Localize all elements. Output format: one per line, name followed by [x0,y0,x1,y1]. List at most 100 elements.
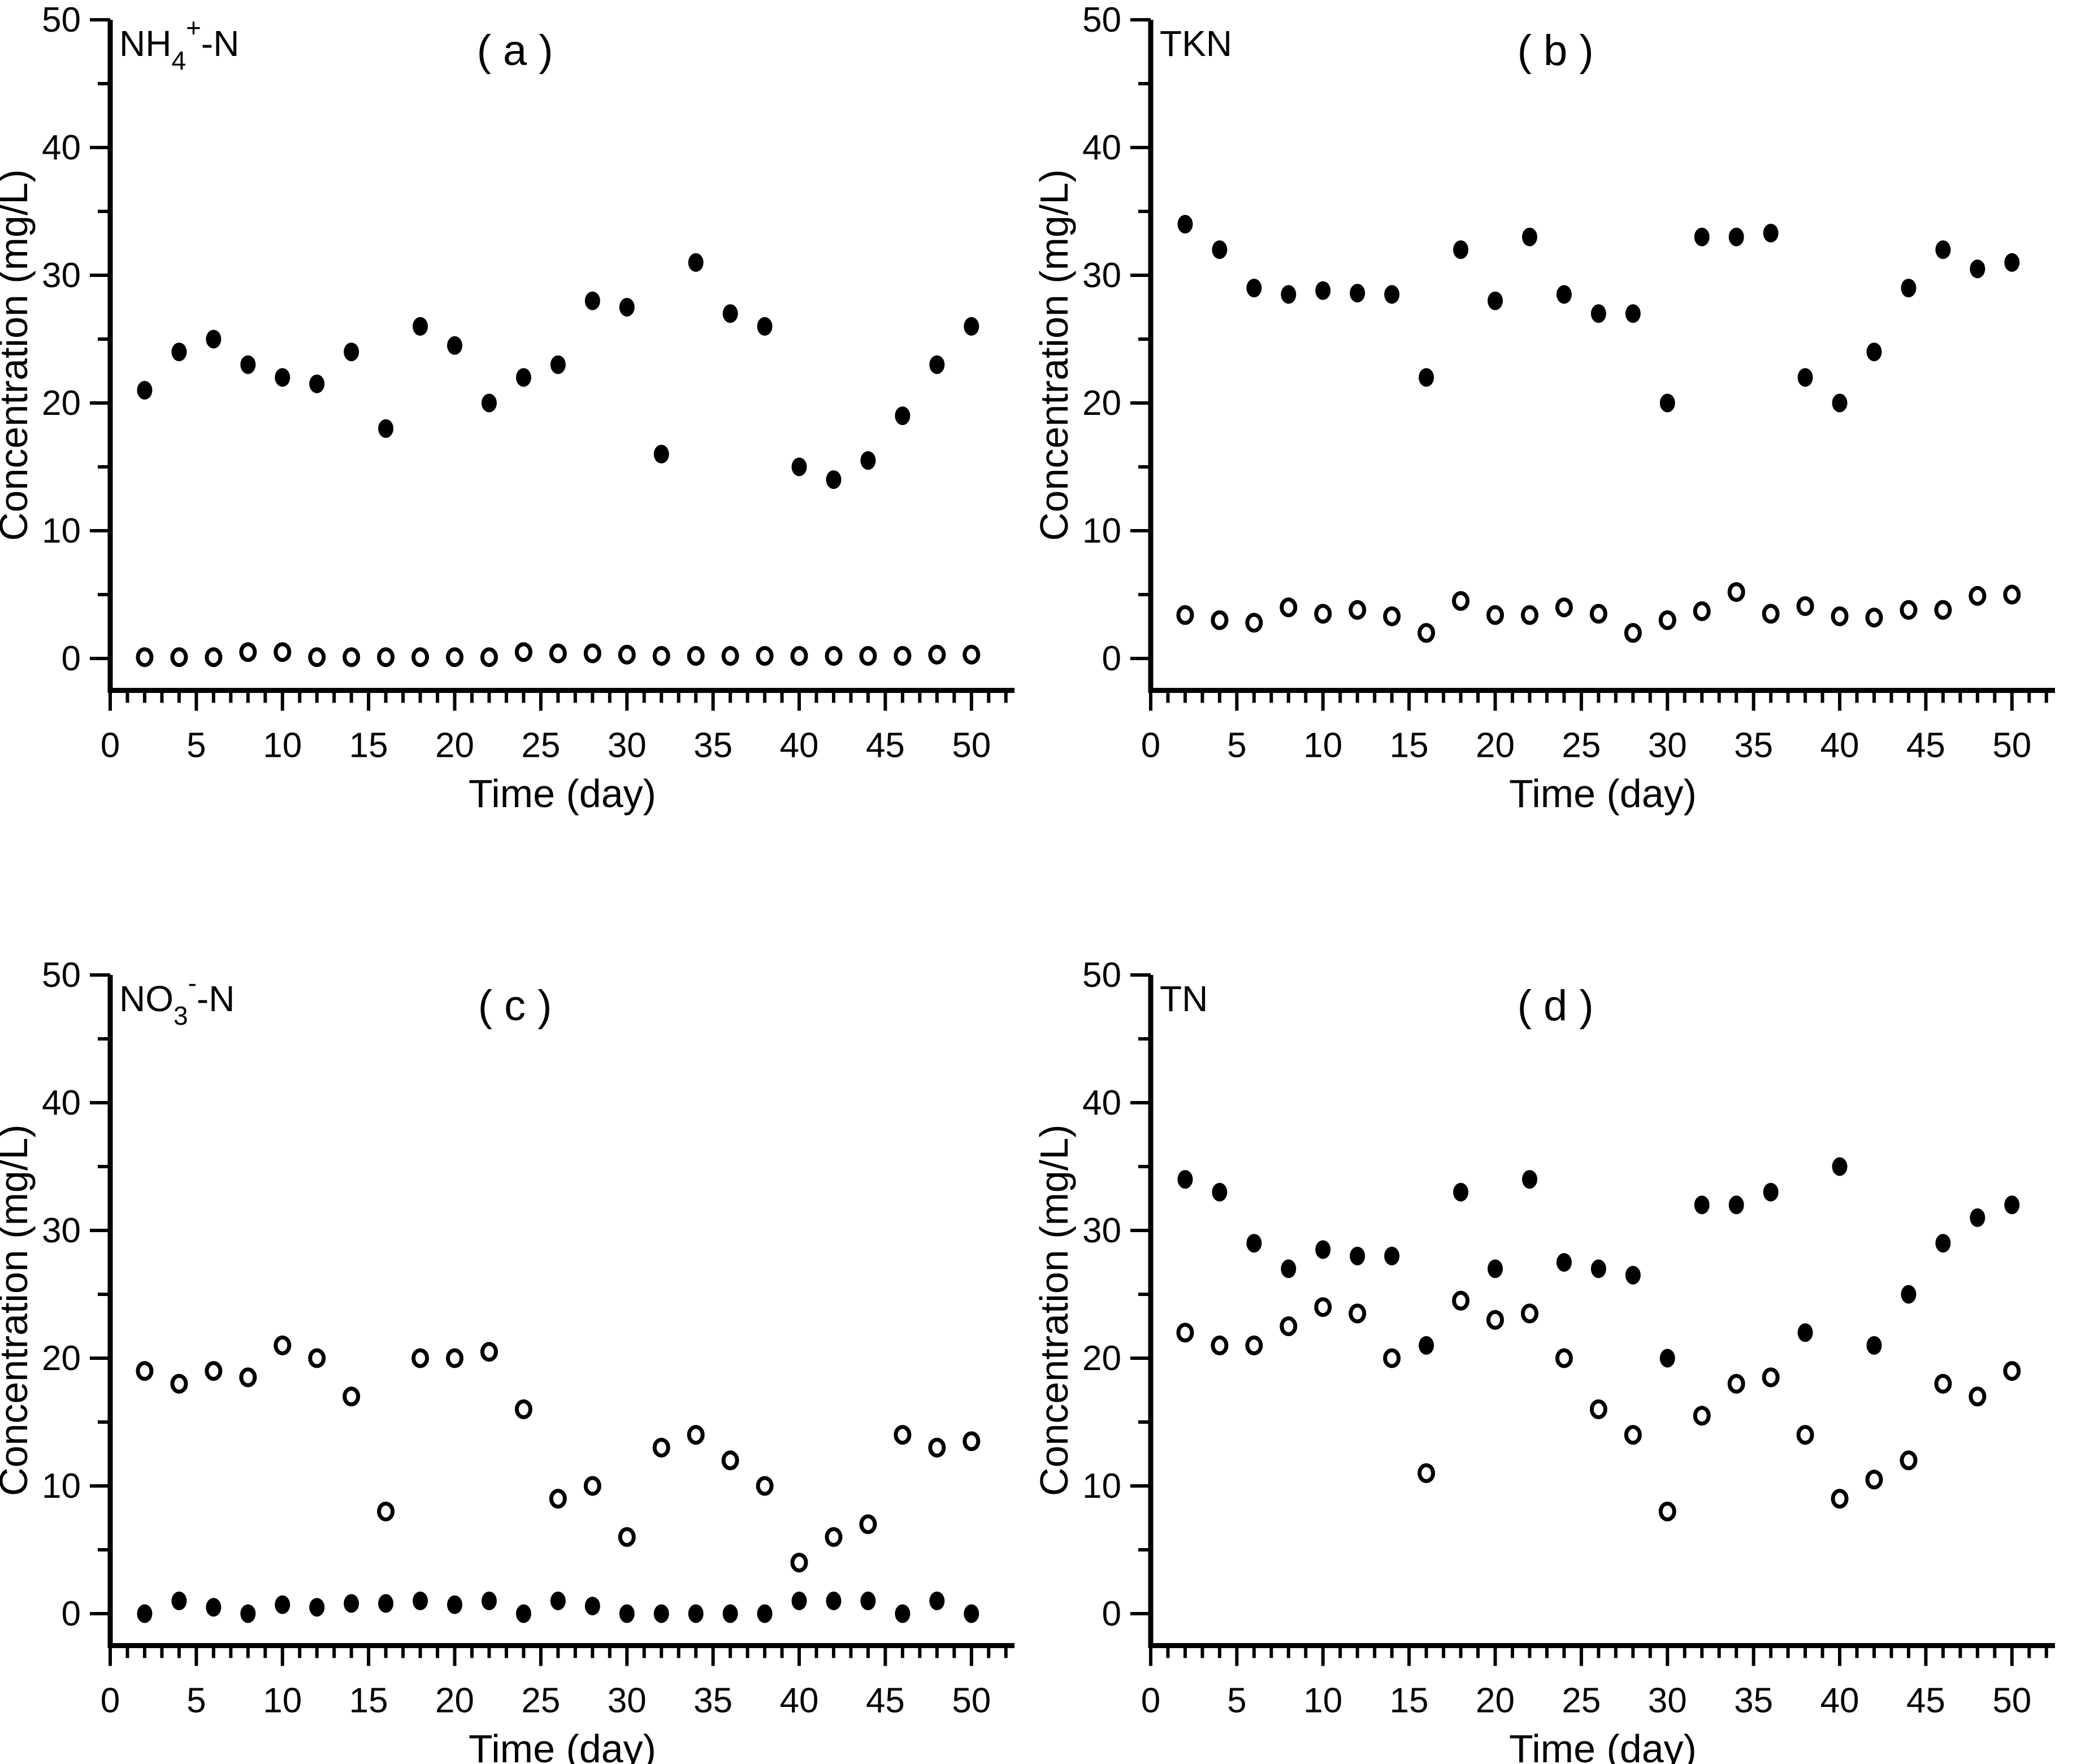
data-point-open [1280,1316,1298,1336]
data-point-filled [2004,253,2020,272]
data-point-open [721,645,739,666]
data-point-open [1486,605,1505,625]
data-point-open [1486,1310,1505,1330]
data-point-open [1555,597,1573,618]
y-axis-title: Concentration (mg/L) [1032,1124,1076,1496]
y-tick-label: 10 [42,1467,81,1506]
data-point-filled [344,1594,359,1613]
data-point-open [1865,1470,1883,1490]
data-point-filled [1212,1182,1228,1202]
y-tick-label: 0 [62,639,81,678]
data-point-open [136,1361,154,1381]
y-tick-label: 10 [1082,512,1121,551]
x-tick-label: 5 [1227,726,1246,765]
y-axis-title: Concentration (mg/L) [1032,169,1076,541]
y-tick-label: 20 [42,384,81,423]
data-point-filled [619,298,635,317]
data-point-filled [1590,1259,1606,1278]
panel-letter: ( c ) [478,982,552,1030]
data-point-open [963,644,981,665]
y-tick-label: 30 [1082,1211,1121,1250]
series-open-circles [136,1335,981,1573]
data-point-filled [1212,240,1228,259]
data-point-filled [240,355,256,374]
data-point-open [1245,1335,1263,1355]
panel-letter: ( a ) [477,27,553,75]
y-tick-label: 30 [1082,256,1121,295]
panel-letter: ( b ) [1518,27,1594,75]
data-point-open [1383,1348,1401,1368]
data-point-filled [1419,1336,1434,1355]
data-point-filled [826,470,842,489]
data-point-open [1452,591,1470,611]
data-point-open [2003,584,2021,605]
data-point-open [963,1431,981,1451]
data-point-open [1900,1450,1918,1471]
data-point-open [1693,1406,1711,1426]
data-point-open [1762,1367,1780,1388]
data-point-filled [584,291,600,310]
data-point-filled [1728,227,1744,246]
data-point-filled [206,1598,222,1617]
data-point-open [1727,582,1745,602]
data-point-open [377,647,395,668]
data-point-open [1589,604,1607,624]
data-point-open [928,644,946,665]
data-point-filled [378,419,394,438]
x-tick-label: 35 [1734,1681,1773,1720]
data-point-filled [1901,1285,1917,1304]
data-point-filled [584,1596,600,1615]
x-tick-label: 5 [187,1681,206,1720]
data-point-filled [1970,1208,1985,1227]
data-point-filled [1797,368,1813,387]
data-point-open [1555,1348,1573,1368]
data-point-filled [1832,1157,1848,1176]
x-tick-label: 45 [866,726,905,765]
panel-c: 0 5 10 15 20 25 30 35 40 45 50 0 10 20 30 40 50 NO3--N ( c… [0,956,1015,1764]
data-point-open [1969,1386,1987,1407]
data-point-open [274,642,292,662]
x-tick-label: 25 [1562,726,1601,765]
data-point-filled [1866,343,1882,362]
data-point-filled [791,1591,807,1610]
data-point-open [1520,605,1538,625]
data-point-filled [1556,285,1572,304]
data-point-filled [550,355,566,374]
data-point-open [343,1386,361,1407]
data-point-open [480,1342,498,1362]
data-point-open [1900,600,1918,620]
x-tick-label: 45 [1906,726,1945,765]
data-point-open [1314,604,1332,624]
x-tick-label: 10 [1303,1681,1342,1720]
data-point-open [446,1348,464,1368]
data-point-filled [1521,1170,1537,1189]
x-tick-label: 25 [521,1681,560,1720]
series-filled-circles [137,253,979,489]
data-point-filled [964,317,979,336]
data-point-open [480,647,498,668]
data-point-filled [791,457,807,476]
data-point-filled [1935,240,1951,259]
data-point-filled [137,1604,153,1623]
x-tick-label: 40 [780,726,819,765]
data-point-open [1831,606,1849,626]
x-tick-label: 15 [349,726,388,765]
x-tick-label: 25 [521,726,560,765]
data-point-filled [1625,1265,1641,1285]
data-point-filled [653,444,669,463]
data-point-open [1658,610,1676,630]
data-point-filled [1901,279,1917,298]
data-point-open [1176,605,1194,625]
y-tick-label: 50 [1082,1,1121,40]
y-tick-label: 40 [1082,128,1121,167]
data-point-open [514,642,532,662]
data-point-filled [1384,1246,1400,1265]
data-point-filled [1832,393,1848,413]
data-point-open [1417,623,1436,643]
data-point-open [859,645,877,666]
y-tick-label: 20 [1082,1339,1121,1378]
panel-letter: ( d ) [1518,982,1594,1030]
x-tick-label: 30 [1648,1681,1687,1720]
